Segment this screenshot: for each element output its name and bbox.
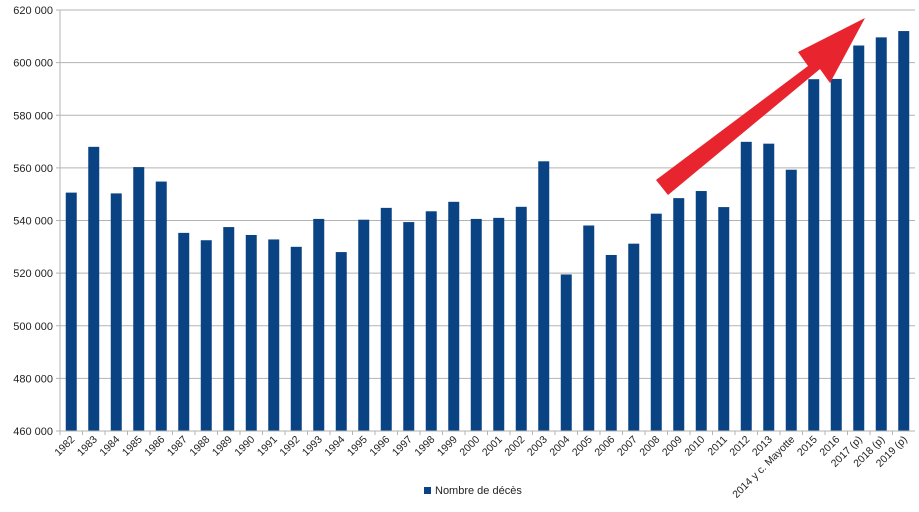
bar xyxy=(605,254,617,431)
x-tick-label: 1990 xyxy=(232,434,257,459)
bar xyxy=(448,201,460,431)
bar xyxy=(110,193,122,431)
x-tick-label: 2009 xyxy=(660,434,685,459)
x-tick-label: 1988 xyxy=(187,434,212,459)
bar xyxy=(493,217,505,431)
bars xyxy=(65,31,910,432)
x-tick-label: 1998 xyxy=(412,434,437,459)
bar xyxy=(470,218,482,431)
bar xyxy=(785,169,797,432)
x-tick-label: 2015 xyxy=(795,434,820,459)
x-tick-label: 1994 xyxy=(322,434,347,459)
y-tick-label: 540 000 xyxy=(13,216,53,228)
x-tick-label: 1983 xyxy=(75,434,100,459)
bar xyxy=(380,207,392,431)
y-tick-label: 600 000 xyxy=(13,58,53,70)
x-tick-label: 2005 xyxy=(570,434,595,459)
bar xyxy=(538,161,550,431)
bar xyxy=(560,274,572,431)
bar xyxy=(628,243,640,431)
bar xyxy=(65,192,77,431)
legend-swatch xyxy=(424,487,431,494)
bar xyxy=(875,37,887,432)
bar xyxy=(268,239,280,431)
x-tick-label: 1986 xyxy=(142,434,167,459)
y-tick-label: 620 000 xyxy=(13,5,53,17)
bar xyxy=(740,141,752,431)
bar xyxy=(155,181,167,431)
x-tick-label: 2000 xyxy=(457,434,482,459)
x-tick-label: 2001 xyxy=(480,434,505,459)
trend-arrow-icon xyxy=(656,18,865,195)
bar xyxy=(583,225,595,431)
y-tick-label: 460 000 xyxy=(13,426,53,438)
y-tick-label: 480 000 xyxy=(13,373,53,385)
x-tick-label: 1989 xyxy=(210,434,235,459)
x-tick-label: 1982 xyxy=(52,434,77,459)
bar xyxy=(718,207,730,431)
x-tick-label: 2010 xyxy=(682,434,707,459)
y-tick-label: 500 000 xyxy=(13,321,53,333)
x-tick-label: 2008 xyxy=(637,434,662,459)
bar xyxy=(763,143,775,432)
x-tick-label: 2004 xyxy=(547,434,572,459)
x-tick-label: 2007 xyxy=(615,434,640,459)
x-tick-label: 1996 xyxy=(367,434,392,459)
x-tick-label: 2006 xyxy=(592,434,617,459)
x-tick-label: 2002 xyxy=(502,434,527,459)
x-tick-label: 1995 xyxy=(345,434,370,459)
bar xyxy=(178,232,190,431)
y-tick-label: 560 000 xyxy=(13,163,53,175)
bar xyxy=(335,252,347,431)
bar xyxy=(403,222,415,431)
bar xyxy=(515,206,527,431)
x-tick-label: 2012 xyxy=(727,434,752,459)
bar xyxy=(245,234,257,431)
x-tick-label: 1984 xyxy=(97,434,122,459)
x-tick-label: 1991 xyxy=(255,434,280,459)
bar xyxy=(200,240,212,431)
x-tick-label: 1999 xyxy=(435,434,460,459)
y-tick-label: 580 000 xyxy=(13,110,53,122)
bar xyxy=(313,218,325,431)
x-tick-label: 1985 xyxy=(120,434,145,459)
x-tick-label: 1997 xyxy=(390,434,415,459)
x-tick-label: 1993 xyxy=(300,434,325,459)
bar xyxy=(290,246,302,431)
legend: Nombre de décès xyxy=(424,485,522,497)
bar xyxy=(695,191,707,431)
bar xyxy=(223,227,235,431)
bar xyxy=(853,45,865,431)
bar xyxy=(425,211,437,431)
bar xyxy=(88,146,100,431)
x-tick-label: 2011 xyxy=(705,434,730,459)
x-tick-label: 1987 xyxy=(165,434,190,459)
bar xyxy=(898,31,910,432)
bar xyxy=(808,79,820,431)
bar xyxy=(133,167,145,431)
y-axis-ticks: 460 000 480 000 500 000 520 000 540 000 560 0… xyxy=(13,5,60,438)
x-tick-label: 1992 xyxy=(277,434,302,459)
legend-label: Nombre de décès xyxy=(435,485,522,497)
x-tick-label: 2003 xyxy=(525,434,550,459)
bar xyxy=(650,213,662,431)
y-tick-label: 520 000 xyxy=(13,268,53,280)
bar xyxy=(358,219,370,431)
bar xyxy=(673,198,685,431)
bar xyxy=(830,78,842,431)
